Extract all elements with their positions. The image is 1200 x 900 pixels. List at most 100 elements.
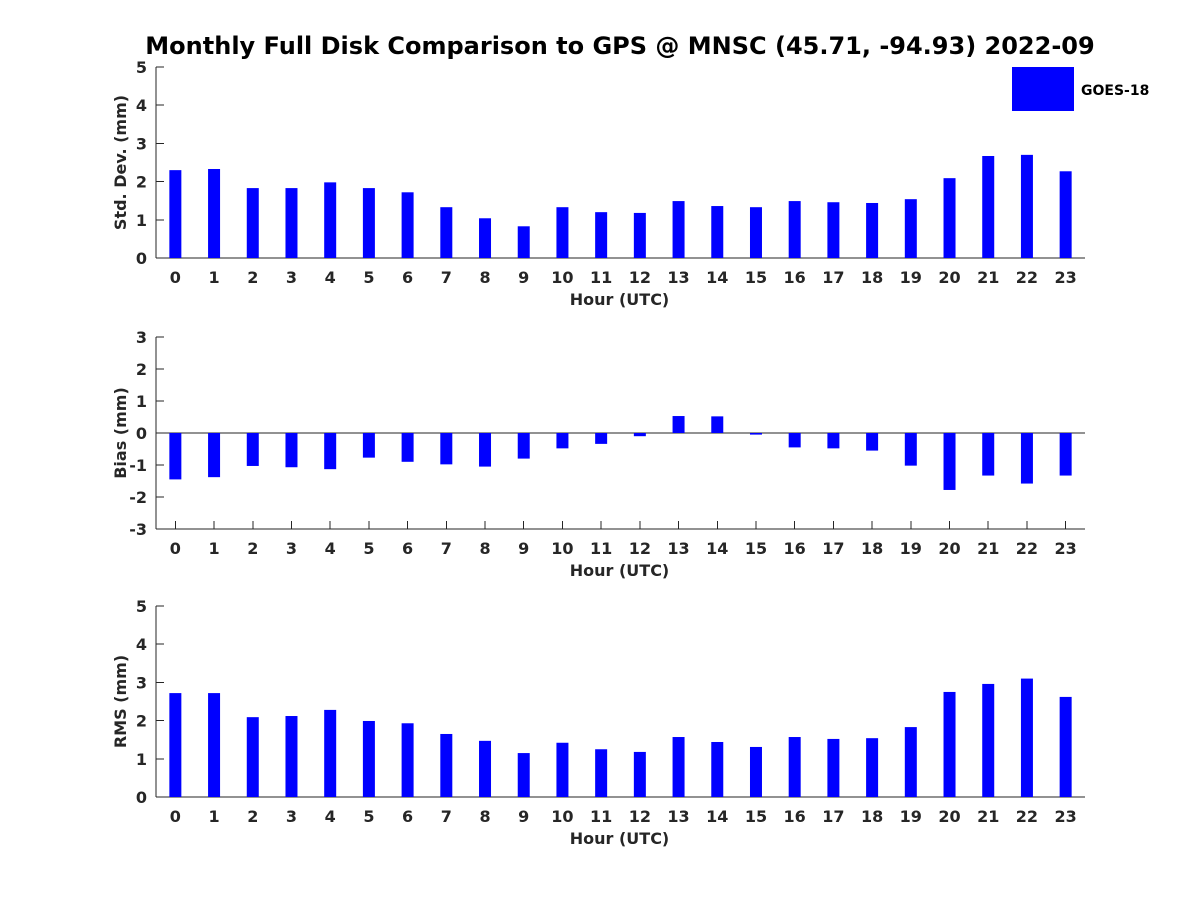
bar-rms-hour-1 [208, 693, 221, 797]
x-tick-label: 18 [861, 539, 883, 558]
bar-bias-hour-7 [440, 433, 453, 465]
bar-bias-hour-5 [362, 433, 375, 458]
bar-rms-hour-19 [904, 727, 917, 797]
x-tick-label: 8 [479, 807, 490, 826]
bar-stddev-hour-5 [362, 188, 375, 258]
x-tick-label: 13 [667, 268, 689, 287]
x-tick-label: 16 [784, 268, 806, 287]
bar-bias-hour-10 [556, 433, 569, 449]
x-tick-label: 2 [247, 807, 258, 826]
y-tick-label: 0 [136, 788, 147, 807]
chart-title: Monthly Full Disk Comparison to GPS @ MN… [145, 32, 1094, 60]
x-tick-label: 15 [745, 807, 767, 826]
bar-rms-hour-11 [595, 749, 608, 797]
x-tick-label: 9 [518, 268, 529, 287]
y-tick-label: 2 [136, 712, 147, 731]
y-tick-label: 5 [136, 597, 147, 616]
x-tick-label: 3 [286, 807, 297, 826]
bar-bias-hour-11 [595, 433, 608, 444]
bar-stddev-hour-8 [479, 218, 492, 258]
y-tick-label: 0 [136, 424, 147, 443]
y-tick-label: 4 [136, 96, 147, 115]
x-tick-label: 12 [629, 268, 651, 287]
x-tick-label: 22 [1016, 539, 1038, 558]
x-tick-label: 21 [977, 539, 999, 558]
x-tick-label: 23 [1055, 807, 1077, 826]
x-tick-label: 16 [784, 539, 806, 558]
bar-bias-hour-18 [866, 433, 879, 451]
bar-stddev-hour-20 [943, 178, 956, 258]
y-tick-label: 5 [136, 58, 147, 77]
bar-bias-hour-23 [1059, 433, 1072, 476]
x-tick-label: 20 [938, 268, 960, 287]
bar-bias-hour-1 [208, 433, 221, 478]
bar-rms-hour-23 [1059, 696, 1072, 797]
bar-bias-hour-9 [517, 433, 530, 459]
bar-rms-hour-22 [1020, 678, 1033, 797]
bar-bias-hour-21 [982, 433, 995, 476]
x-tick-label: 19 [900, 807, 922, 826]
x-tick-label: 2 [247, 539, 258, 558]
x-tick-label: 5 [363, 807, 374, 826]
bar-rms-hour-20 [943, 691, 956, 797]
bar-stddev-hour-0 [169, 170, 182, 258]
x-tick-label: 8 [479, 539, 490, 558]
bar-rms-hour-3 [285, 716, 298, 797]
bar-stddev-hour-1 [208, 168, 221, 258]
bar-bias-hour-6 [401, 433, 414, 462]
bar-rms-hour-4 [324, 709, 337, 797]
bar-bias-hour-4 [324, 433, 337, 470]
bar-rms-hour-9 [517, 753, 530, 797]
y-tick-label: 0 [136, 249, 147, 268]
bar-rms-hour-2 [246, 717, 259, 797]
x-tick-label: 14 [706, 807, 728, 826]
bar-bias-hour-3 [285, 433, 298, 468]
bar-rms-hour-8 [479, 740, 492, 797]
x-tick-label: 1 [208, 807, 219, 826]
x-tick-label: 8 [479, 268, 490, 287]
y-tick-label: 3 [136, 673, 147, 692]
x-tick-label: 7 [441, 268, 452, 287]
y-tick-label: 3 [136, 328, 147, 347]
x-tick-label: 9 [518, 539, 529, 558]
x-tick-label: 18 [861, 268, 883, 287]
y-tick-label: 1 [136, 392, 147, 411]
bar-stddev-hour-9 [517, 226, 530, 258]
x-tick-label: 21 [977, 268, 999, 287]
bar-bias-hour-13 [672, 416, 685, 433]
bar-stddev-hour-14 [711, 206, 724, 258]
x-tick-label: 19 [900, 268, 922, 287]
y-tick-label: -1 [129, 456, 147, 475]
y-tick-label: 3 [136, 134, 147, 153]
bar-bias-hour-0 [169, 433, 182, 480]
bar-stddev-hour-13 [672, 201, 685, 258]
bar-stddev-hour-17 [827, 202, 840, 258]
bar-stddev-hour-3 [285, 188, 298, 258]
bar-bias-hour-22 [1020, 433, 1033, 484]
bar-stddev-hour-18 [866, 202, 879, 258]
x-tick-label: 19 [900, 539, 922, 558]
y-tick-label: -2 [129, 488, 147, 507]
bar-rms-hour-13 [672, 737, 685, 797]
x-tick-label: 12 [629, 807, 651, 826]
x-tick-label: 22 [1016, 807, 1038, 826]
x-tick-label: 10 [551, 807, 573, 826]
bar-bias-hour-15 [749, 433, 762, 435]
x-tick-label: 10 [551, 539, 573, 558]
bar-bias-hour-19 [904, 433, 917, 466]
x-axis-label: Hour (UTC) [570, 561, 670, 580]
y-tick-label: 1 [136, 750, 147, 769]
bar-rms-hour-12 [633, 751, 646, 797]
x-tick-label: 21 [977, 807, 999, 826]
x-tick-label: 0 [170, 807, 181, 826]
x-axis-label: Hour (UTC) [570, 829, 670, 848]
y-axis-label: RMS (mm) [111, 655, 130, 748]
x-tick-label: 11 [590, 539, 612, 558]
x-tick-label: 22 [1016, 268, 1038, 287]
x-tick-label: 0 [170, 268, 181, 287]
bar-rms-hour-15 [749, 746, 762, 797]
